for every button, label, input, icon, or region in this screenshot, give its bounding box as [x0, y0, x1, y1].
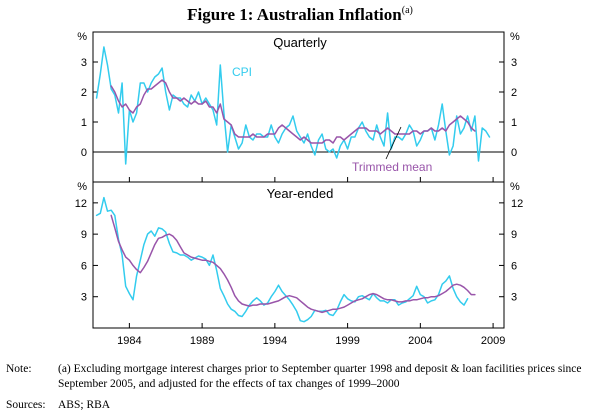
quarterly-unit-right: % — [510, 31, 520, 43]
year-ended-ytick-label-right: 9 — [511, 229, 517, 241]
quarterly-panel-title: Quarterly — [273, 35, 327, 50]
year-ended-unit-left: % — [77, 181, 87, 193]
quarterly-ytick-label-right: 1 — [511, 117, 517, 129]
year-ended-trimmed-mean-line — [110, 214, 476, 314]
figure-notes: Note: (a) Excluding mortgage interest ch… — [6, 362, 596, 413]
figure-title-text: Figure 1: Australian Inflation — [187, 5, 402, 24]
quarterly-trimmed-mean-line — [110, 79, 476, 144]
note-text: (a) Excluding mortgage interest charges … — [58, 363, 582, 390]
quarterly-cpi-line — [95, 46, 491, 165]
year-ended-ytick-label-left: 12 — [75, 198, 87, 210]
year-ended-ytick-label-left: 6 — [81, 260, 87, 272]
figure-title: Figure 1: Australian Inflation(a) — [187, 5, 413, 24]
year-ended-plot-frame — [92, 181, 505, 329]
xtick-label-2009: 2009 — [481, 335, 505, 347]
quarterly-ytick-label-left: 0 — [81, 147, 87, 159]
quarterly-ytick-label-right: 2 — [511, 87, 517, 99]
xtick-label-2004: 2004 — [408, 335, 432, 347]
quarterly-ytick-label-left: 2 — [81, 87, 87, 99]
cpi-series-label: CPI — [232, 65, 252, 79]
trimmed-mean-series-label: Trimmed mean — [352, 160, 432, 174]
year-ended-ytick-label-right: 12 — [511, 198, 523, 210]
note-label: Note: — [6, 363, 32, 375]
inflation-figure: Figure 1: Australian Inflation(a) Quarte… — [75, 5, 524, 347]
sources-label: Sources: — [6, 399, 46, 411]
quarterly-panel: Quarterly % % 0 0 1 1 2 2 3 3 CPI Trimmed mean — [77, 31, 520, 183]
sources-text: ABS; RBA — [58, 399, 111, 411]
year-ended-cpi-line — [95, 196, 469, 323]
quarterly-ytick-label-right: 0 — [511, 147, 517, 159]
year-ended-ytick-label-right: 3 — [511, 292, 517, 304]
quarterly-unit-left: % — [77, 31, 87, 43]
quarterly-ytick-label-right: 3 — [511, 57, 517, 69]
figure-title-superscript: (a) — [402, 5, 413, 16]
year-ended-ytick-label-right: 6 — [511, 260, 517, 272]
quarterly-ytick-label-left: 3 — [81, 57, 87, 69]
trimmed-mean-label-pointer — [385, 126, 402, 160]
xtick-label-1989: 1989 — [190, 335, 214, 347]
year-ended-unit-right: % — [510, 181, 520, 193]
year-ended-ytick-label-left: 9 — [81, 229, 87, 241]
xtick-label-1994: 1994 — [263, 335, 287, 347]
year-ended-panel-title: Year-ended — [267, 186, 334, 201]
xtick-label-1984: 1984 — [117, 335, 141, 347]
year-ended-ytick-label-left: 3 — [81, 292, 87, 304]
xtick-label-1999: 1999 — [335, 335, 359, 347]
quarterly-ytick-label-left: 1 — [81, 117, 87, 129]
year-ended-panel: Year-ended % % 3 3 6 6 9 9 12 12 1984 1989 1994 199… — [75, 181, 524, 347]
